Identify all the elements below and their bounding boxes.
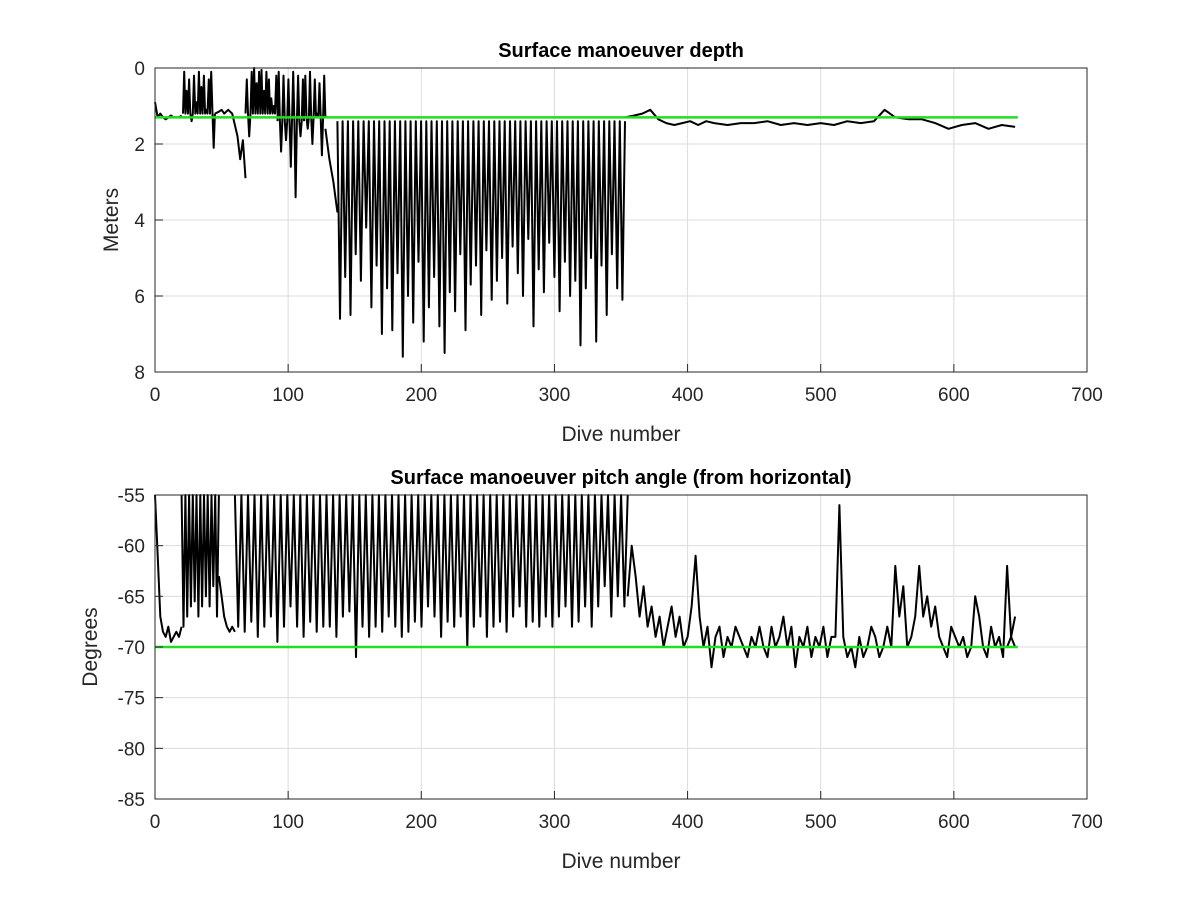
pitch-measured-series-segment-5 (1006, 616, 1017, 648)
pitch-y-tick-label: -70 (118, 638, 145, 659)
pitch-y-axis-label: Degrees (79, 607, 102, 686)
pitch-y-tick-label: -75 (118, 689, 145, 710)
depth-y-tick-label: 4 (134, 211, 145, 232)
depth-x-tick-label: 200 (405, 385, 437, 406)
depth-y-tick-label: 8 (134, 363, 145, 384)
pitch-measured-series-segment-2 (217, 575, 236, 633)
depth-y-tick-label: 0 (134, 59, 145, 80)
pitch-chart: 0 100 200 300 400 500 600 700 -55 -60 -65 -70 -75 -80… (79, 467, 1103, 873)
depth-measured-series-segment-8 (624, 108, 1016, 130)
depth-chart-title: Surface manoeuver depth (498, 40, 744, 62)
depth-x-tick-label: 700 (1071, 385, 1103, 406)
pitch-y-tick-label: -65 (118, 587, 145, 608)
pitch-x-tick-label: 200 (405, 812, 437, 833)
pitch-x-tick-label: 100 (272, 812, 304, 833)
depth-x-tick-label: 0 (150, 385, 161, 406)
depth-ticks: 0 100 200 300 400 500 600 700 0 2 4 6 8 (134, 59, 1102, 406)
depth-measured-series-segment-7 (336, 120, 626, 358)
pitch-x-tick-label: 700 (1071, 812, 1103, 833)
pitch-x-tick-label: 600 (938, 812, 970, 833)
depth-y-tick-label: 6 (134, 287, 145, 308)
pitch-measured-series-segment-4 (626, 504, 1017, 669)
depth-measured-series-segment-6 (324, 128, 339, 213)
pitch-x-tick-label: 400 (672, 812, 704, 833)
pitch-x-tick-label: 300 (539, 812, 571, 833)
pitch-y-tick-label: -55 (118, 486, 145, 507)
depth-measured-series-segment-2 (214, 108, 247, 179)
depth-series-layer (154, 67, 1018, 358)
pitch-ticks: 0 100 200 300 400 500 600 700 -55 -60 -65 -70 -75 -80… (118, 486, 1103, 833)
depth-x-tick-label: 600 (938, 385, 970, 406)
pitch-x-axis-label: Dive number (561, 850, 680, 873)
pitch-y-tick-label: -85 (118, 790, 145, 811)
depth-chart: 0 100 200 300 400 500 600 700 0 2 4 6 8 Surface mano… (100, 40, 1103, 446)
pitch-x-tick-label: 500 (805, 812, 837, 833)
depth-x-tick-label: 400 (672, 385, 704, 406)
depth-measured-series-segment-5 (303, 70, 327, 157)
depth-measured-series-segment-1 (182, 70, 216, 149)
depth-x-axis-label: Dive number (561, 423, 680, 446)
depth-x-tick-label: 100 (272, 385, 304, 406)
depth-measured-series-segment-4 (276, 70, 306, 199)
pitch-x-tick-label: 0 (150, 812, 161, 833)
pitch-chart-title: Surface manoeuver pitch angle (from hori… (390, 467, 851, 489)
depth-y-axis-label: Meters (100, 188, 123, 252)
depth-y-tick-label: 2 (134, 135, 145, 156)
pitch-y-tick-label: -80 (118, 739, 145, 760)
depth-x-tick-label: 500 (805, 385, 837, 406)
depth-x-tick-label: 300 (539, 385, 571, 406)
pitch-y-tick-label: -60 (118, 537, 145, 558)
depth-measured-series-segment-3 (244, 67, 279, 138)
